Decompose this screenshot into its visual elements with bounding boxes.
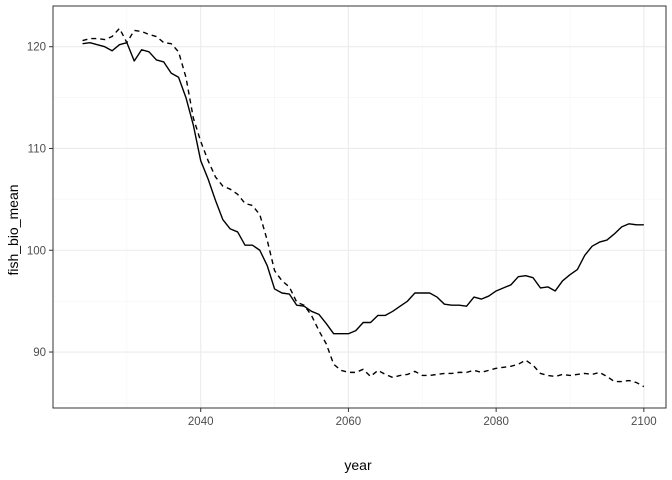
x-tick-label: 2080 [483, 416, 509, 428]
y-tick-label: 100 [27, 245, 46, 257]
y-axis-title: fish_bio_mean [5, 184, 21, 275]
major-gridlines [53, 6, 666, 408]
solid-series-line [82, 41, 644, 335]
x-axis-title: year [344, 457, 372, 473]
x-tick-label: 2040 [188, 416, 214, 428]
x-tick-label: 2100 [631, 416, 657, 428]
minor-gridlines [53, 6, 666, 408]
y-tick-label: 120 [27, 42, 46, 54]
y-tick-label: 110 [28, 143, 46, 155]
dashed-series-line [82, 27, 645, 388]
panel-border [52, 5, 667, 409]
y-tick-label: 90 [33, 347, 46, 359]
series-lines [82, 27, 645, 388]
x-tick-label: 2060 [336, 416, 362, 428]
x-axis: 2040 2060 2080 2100 [188, 408, 657, 428]
y-axis: 90 100 110 120 [27, 42, 53, 359]
